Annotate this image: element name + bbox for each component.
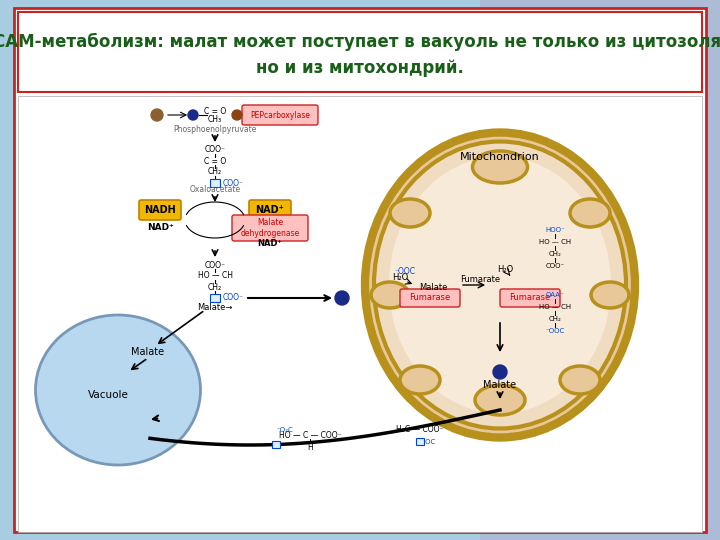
Text: Malate: Malate	[132, 347, 165, 357]
Text: CH₂: CH₂	[208, 167, 222, 177]
Text: Malate
dehydrogenase: Malate dehydrogenase	[240, 218, 300, 238]
Ellipse shape	[390, 199, 430, 227]
Text: Fumarase: Fumarase	[509, 294, 551, 302]
Ellipse shape	[560, 366, 600, 394]
Text: COO⁻: COO⁻	[223, 294, 244, 302]
Ellipse shape	[365, 132, 635, 437]
FancyBboxPatch shape	[249, 200, 291, 220]
Text: HOO⁻: HOO⁻	[545, 227, 565, 233]
Circle shape	[188, 110, 198, 120]
Text: но и из митохондрий.: но и из митохондрий.	[256, 59, 464, 77]
Text: OAA⁻: OAA⁻	[546, 292, 564, 298]
Text: H₂O: H₂O	[392, 273, 408, 282]
Bar	[480, 0, 720, 540]
Text: Malate: Malate	[483, 380, 516, 390]
Text: Fumarase: Fumarase	[410, 294, 451, 302]
Ellipse shape	[472, 151, 528, 183]
Text: NAD⁺: NAD⁺	[147, 224, 174, 233]
Text: Vacuole: Vacuole	[88, 390, 128, 400]
Ellipse shape	[591, 282, 629, 308]
Circle shape	[151, 109, 163, 121]
Circle shape	[232, 110, 242, 120]
Text: HO — CH: HO — CH	[539, 239, 571, 245]
FancyBboxPatch shape	[232, 215, 308, 241]
Bar	[272, 441, 280, 448]
Ellipse shape	[389, 157, 611, 414]
Ellipse shape	[374, 141, 626, 429]
Text: NADH: NADH	[144, 205, 176, 215]
Ellipse shape	[371, 282, 409, 308]
Circle shape	[493, 365, 507, 379]
Bar	[18, 12, 702, 92]
FancyBboxPatch shape	[242, 105, 318, 125]
Text: Malate→: Malate→	[197, 302, 233, 312]
Text: HO — CH: HO — CH	[539, 304, 571, 310]
Text: H₂C — COO⁻: H₂C — COO⁻	[396, 426, 444, 435]
Text: Phosphoenolpyruvate: Phosphoenolpyruvate	[174, 125, 257, 134]
Text: Fumarate: Fumarate	[460, 275, 500, 285]
Text: CH₃: CH₃	[208, 116, 222, 125]
Text: CH₂: CH₂	[549, 316, 562, 322]
Text: COO⁻: COO⁻	[204, 260, 225, 269]
Bar	[210, 179, 220, 187]
Bar	[18, 96, 702, 532]
Text: COO⁻: COO⁻	[204, 145, 225, 154]
FancyBboxPatch shape	[500, 289, 560, 307]
Bar	[416, 438, 424, 445]
Text: C = O: C = O	[204, 107, 226, 117]
Text: NAD⁺: NAD⁺	[258, 240, 282, 248]
Text: ⁻OOC: ⁻OOC	[545, 328, 564, 334]
Text: Malate: Malate	[419, 284, 447, 293]
Ellipse shape	[35, 315, 200, 465]
Ellipse shape	[400, 366, 440, 394]
Text: Mitochondrion: Mitochondrion	[460, 152, 540, 162]
Ellipse shape	[570, 199, 610, 227]
Text: H: H	[307, 442, 313, 451]
FancyBboxPatch shape	[400, 289, 460, 307]
Text: CH₂: CH₂	[549, 251, 562, 257]
Ellipse shape	[475, 385, 525, 415]
Text: NAD⁺: NAD⁺	[256, 205, 284, 215]
Text: COO⁻: COO⁻	[223, 179, 244, 187]
Text: ⁻OOC: ⁻OOC	[416, 439, 436, 445]
Text: COO⁻: COO⁻	[545, 263, 564, 269]
Bar	[210, 294, 220, 302]
Text: САМ-метаболизм: малат может поступает в вакуоль не только из цитозоля,: САМ-метаболизм: малат может поступает в …	[0, 33, 720, 51]
Text: HO — C — COO⁻: HO — C — COO⁻	[279, 430, 341, 440]
Text: C = O: C = O	[204, 157, 226, 165]
Circle shape	[335, 291, 349, 305]
Text: HO — CH: HO — CH	[197, 272, 233, 280]
Text: ⁻O₂C: ⁻O₂C	[276, 427, 293, 433]
Text: H₂O: H₂O	[497, 266, 513, 274]
FancyBboxPatch shape	[139, 200, 181, 220]
Text: ⁻OOC: ⁻OOC	[395, 267, 415, 276]
Text: CH₂: CH₂	[208, 282, 222, 292]
Text: PEPcarboxylase: PEPcarboxylase	[250, 111, 310, 119]
Text: Oxaloacetate: Oxaloacetate	[189, 186, 240, 194]
